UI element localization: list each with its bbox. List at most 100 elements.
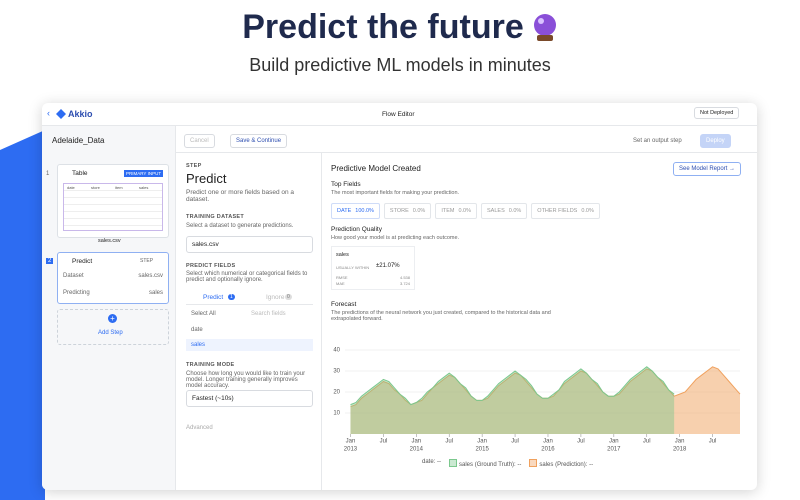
chip-name: ITEM bbox=[441, 208, 455, 214]
metric-value: 3.724 bbox=[399, 281, 410, 286]
mode-select[interactable]: Fastest (~10s) bbox=[186, 390, 313, 407]
chip-name: OTHER FIELDS bbox=[537, 208, 578, 214]
field-chip: DATE 100.0% bbox=[331, 203, 380, 219]
crystal-ball-icon bbox=[533, 13, 556, 41]
step-number: 2 bbox=[46, 258, 54, 264]
chip-value: 0.0% bbox=[458, 208, 472, 214]
legend-item: sales (Prediction): -- bbox=[529, 459, 593, 468]
chart-title: Forecast bbox=[331, 301, 357, 308]
results-panel: Predictive Model Created See Model Repor… bbox=[322, 153, 757, 490]
section-label: TRAINING DATASET bbox=[186, 214, 245, 220]
add-icon: + bbox=[108, 314, 117, 323]
mini-header: item bbox=[115, 185, 123, 190]
toolbar: Cancel Save & Continue Set an output ste… bbox=[176, 126, 757, 153]
dataset-select[interactable]: sales.csv bbox=[186, 236, 313, 253]
panel-title: Predict bbox=[186, 171, 227, 186]
save-button[interactable]: Save & Continue bbox=[230, 134, 288, 148]
chips: DATE 100.0% STORE 0.0% ITEM 0.0% SALES 0.0% OTHE… bbox=[331, 203, 600, 219]
chip-name: SALES bbox=[487, 208, 505, 214]
step-badge: STEP bbox=[140, 258, 154, 264]
within-value: ±21.07% bbox=[376, 263, 400, 269]
output-step[interactable]: Set an output step bbox=[633, 138, 682, 144]
section-help: Choose how long you would like to train … bbox=[186, 371, 306, 389]
panel-description: Predict one or more fields based on a da… bbox=[186, 189, 295, 203]
step-number: 1 bbox=[46, 171, 50, 177]
metric-value: 4.538 bbox=[399, 275, 410, 280]
mini-table: date store item sales bbox=[63, 183, 163, 231]
section-help: How good your model is at predicting eac… bbox=[331, 235, 460, 241]
kicker: STEP bbox=[186, 163, 202, 169]
chart-subtitle: The predictions of the neural network yo… bbox=[331, 310, 551, 322]
section-title: Prediction Quality bbox=[331, 226, 382, 233]
cancel-button[interactable]: Cancel bbox=[184, 134, 215, 148]
section-help: Select which numerical or categorical fi… bbox=[186, 271, 308, 283]
step-title: Predict bbox=[72, 258, 93, 265]
report-button[interactable]: See Model Report → bbox=[673, 162, 742, 176]
deploy-button[interactable]: Deploy bbox=[700, 134, 731, 148]
field[interactable]: date bbox=[191, 327, 203, 333]
project-name: Adelaide_Data bbox=[52, 136, 105, 145]
section-help: The most important fields for making you… bbox=[331, 190, 460, 196]
section-label: TRAINING MODE bbox=[186, 362, 235, 368]
legend-x: date: -- bbox=[422, 459, 442, 465]
row-label: Dataset bbox=[63, 273, 84, 279]
tab[interactable]: Ignore bbox=[266, 294, 285, 301]
tab[interactable]: Predict bbox=[203, 294, 224, 301]
brand-logo bbox=[56, 109, 66, 119]
chip-value: 0.0% bbox=[412, 208, 426, 214]
metric-label: RMSE bbox=[336, 275, 348, 280]
metric-label: MAE bbox=[336, 281, 345, 286]
legend: date: -- sales (Ground Truth): -- sales (P… bbox=[422, 459, 593, 468]
predict-step-card[interactable]: Predict STEP Dataset sales.csv Predictin… bbox=[57, 252, 169, 304]
row-value: sales.csv bbox=[138, 273, 163, 279]
brand: Akkio bbox=[68, 109, 93, 119]
tab-count: 0 bbox=[285, 294, 292, 300]
field-chip: OTHER FIELDS 0.0% bbox=[531, 203, 600, 219]
sidebar: Adelaide_Data 1 Table PRIMARY INPUT date… bbox=[42, 126, 176, 490]
legend-name: sales (Ground Truth) bbox=[459, 462, 515, 468]
chip-name: DATE bbox=[337, 208, 352, 214]
legend-swatch bbox=[529, 459, 538, 467]
select-all[interactable]: Select All bbox=[191, 311, 216, 317]
add-step-label: Add Step bbox=[98, 330, 123, 336]
row-value: sales bbox=[148, 290, 163, 296]
hero-subtitle: Build predictive ML models in minutes bbox=[249, 55, 551, 75]
legend-name: sales (Prediction) bbox=[539, 462, 586, 468]
section-label: PREDICT FIELDS bbox=[186, 263, 236, 269]
quality-card: sales USUALLY WITHIN ±21.07% RMSE 4.538 … bbox=[331, 246, 415, 290]
hero-title: Predict the future bbox=[242, 8, 524, 46]
top-title: Flow Editor bbox=[382, 111, 415, 118]
field-selected bbox=[186, 339, 313, 351]
legend-swatch bbox=[449, 459, 458, 467]
advanced[interactable]: Advanced bbox=[186, 425, 213, 431]
within-label: USUALLY WITHIN bbox=[336, 265, 370, 270]
table-step-card[interactable]: Table PRIMARY INPUT date store item sales bbox=[57, 164, 169, 238]
legend-value: : -- bbox=[585, 462, 594, 468]
top-bar: ‹ Akkio Flow Editor Not Deployed bbox=[42, 103, 757, 126]
legend-item: sales (Ground Truth): -- bbox=[449, 459, 521, 468]
step-panel: STEP Predict Predict one or more fields … bbox=[177, 153, 322, 490]
quality-field: sales bbox=[336, 252, 349, 258]
field-chip: ITEM 0.0% bbox=[435, 203, 478, 219]
row-label: Predicting bbox=[63, 290, 90, 296]
add-step[interactable]: + Add Step bbox=[57, 309, 169, 345]
deploy-status: Not Deployed bbox=[694, 107, 740, 119]
blue-shape bbox=[0, 130, 45, 500]
mini-header: store bbox=[91, 185, 100, 190]
mini-header: date bbox=[67, 185, 75, 190]
chip-value: 0.0% bbox=[581, 208, 594, 214]
hero: Predict the future bbox=[0, 8, 800, 47]
field-chip: STORE 0.0% bbox=[383, 203, 432, 219]
app-window: ‹ Akkio Flow Editor Not Deployed Adelaid… bbox=[42, 103, 757, 490]
search-fields[interactable]: Search fields bbox=[251, 311, 286, 317]
chip-value: 0.0% bbox=[508, 208, 522, 214]
chip-value: 100.0% bbox=[355, 208, 374, 214]
mini-header: sales bbox=[139, 185, 149, 190]
table-file: sales.csv bbox=[98, 238, 121, 244]
back-arrow[interactable]: ‹ bbox=[47, 108, 50, 118]
section-title: Top Fields bbox=[331, 181, 361, 188]
field[interactable]: sales bbox=[191, 342, 206, 348]
step-badge: PRIMARY INPUT bbox=[124, 170, 164, 177]
